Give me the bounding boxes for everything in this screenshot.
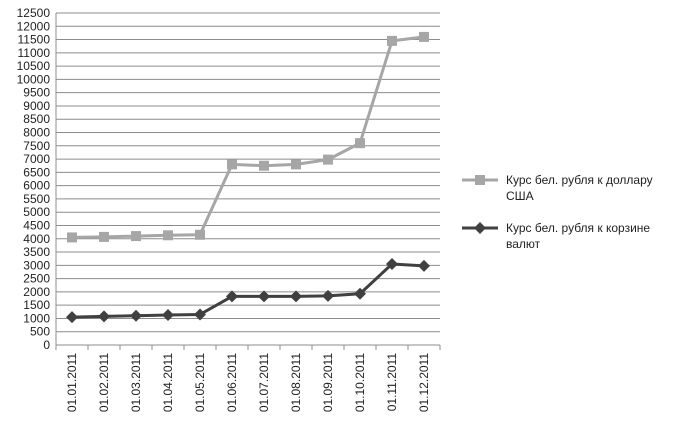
data-point-square: [195, 229, 205, 240]
y-tick-label: 2000: [23, 285, 50, 299]
y-tick-label: 6000: [23, 179, 50, 193]
legend-swatch-basket: [460, 220, 500, 236]
x-tick-label: 01.06.2011: [225, 353, 239, 412]
series-line-2: [71, 262, 425, 319]
data-point-square: [227, 159, 237, 170]
x-tick-label: 01.12.2011: [417, 353, 431, 412]
y-tick-label: 6500: [23, 165, 50, 179]
y-tick-label: 1500: [23, 298, 50, 312]
y-tick-label: 11500: [18, 33, 51, 47]
data-point-square: [163, 230, 173, 241]
data-point-diamond: [98, 310, 110, 323]
chart-legend: Курс бел. рубля к доллару США Курс бел. …: [460, 172, 675, 268]
data-point-diamond: [162, 308, 174, 321]
series-line-1: [71, 35, 425, 239]
data-point-square: [67, 232, 77, 243]
legend-swatch-usd: [460, 172, 500, 188]
data-point-diamond: [130, 309, 142, 322]
x-tick-label: 01.09.2011: [321, 353, 335, 412]
diamond-marker-icon: [462, 222, 498, 234]
y-tick-label: 2500: [23, 272, 50, 286]
data-point-square: [355, 138, 365, 149]
data-point-diamond: [194, 308, 206, 321]
legend-item-basket: Курс бел. рубля к корзине валют: [460, 220, 675, 252]
y-tick-label: 10500: [17, 59, 51, 73]
legend-label-usd: Курс бел. рубля к доллару США: [506, 173, 653, 203]
y-tick-label: 4500: [23, 218, 50, 232]
x-tick-label: 01.04.2011: [161, 353, 175, 412]
x-tick-label: 01.03.2011: [129, 353, 143, 412]
data-point-square: [419, 31, 429, 42]
data-point-square: [323, 154, 333, 165]
legend-label-basket: Курс бел. рубля к корзине валют: [506, 221, 651, 251]
y-tick-label: 500: [30, 325, 50, 339]
x-tick-label: 01.07.2011: [257, 353, 271, 412]
y-tick-label: 3000: [23, 258, 50, 272]
y-tick-label: 9500: [23, 86, 50, 100]
y-tick-label: 3500: [23, 245, 50, 259]
data-point-diamond: [322, 289, 334, 302]
square-marker-icon: [462, 175, 498, 185]
data-point-square: [291, 159, 301, 170]
y-tick-label: 12500: [17, 6, 51, 20]
x-tick-label: 01.01.2011: [65, 353, 79, 412]
y-tick-label: 1000: [23, 311, 50, 325]
y-tick-label: 4000: [23, 232, 50, 246]
y-tick-label: 11000: [18, 46, 51, 60]
data-point-diamond: [66, 311, 78, 324]
data-point-square: [99, 231, 109, 242]
x-tick-label: 01.08.2011: [289, 353, 303, 412]
data-point-diamond: [258, 290, 270, 303]
y-tick-label: 8500: [23, 112, 50, 126]
data-point-diamond: [226, 290, 238, 303]
data-point-square: [259, 160, 269, 171]
y-tick-label: 5000: [23, 205, 50, 219]
data-point-diamond: [386, 257, 398, 270]
x-tick-label: 01.11.2011: [385, 353, 399, 412]
data-point-square: [131, 231, 141, 242]
y-tick-label: 5500: [23, 192, 50, 206]
y-tick-label: 8000: [23, 126, 50, 140]
y-tick-label: 12000: [17, 19, 51, 33]
y-tick-label: 9000: [23, 99, 50, 113]
data-point-diamond: [290, 290, 302, 303]
x-tick-label: 01.10.2011: [353, 353, 367, 412]
data-point-square: [387, 35, 397, 46]
y-tick-label: 7500: [23, 139, 50, 153]
y-tick-label: 7000: [23, 152, 50, 166]
y-tick-label: 10000: [17, 72, 51, 86]
y-tick-label: 0: [43, 338, 50, 352]
x-tick-label: 01.05.2011: [193, 353, 207, 412]
legend-item-usd: Курс бел. рубля к доллару США: [460, 172, 675, 204]
x-tick-label: 01.02.2011: [97, 353, 111, 412]
data-point-diamond: [418, 259, 430, 272]
data-point-diamond: [354, 287, 366, 300]
